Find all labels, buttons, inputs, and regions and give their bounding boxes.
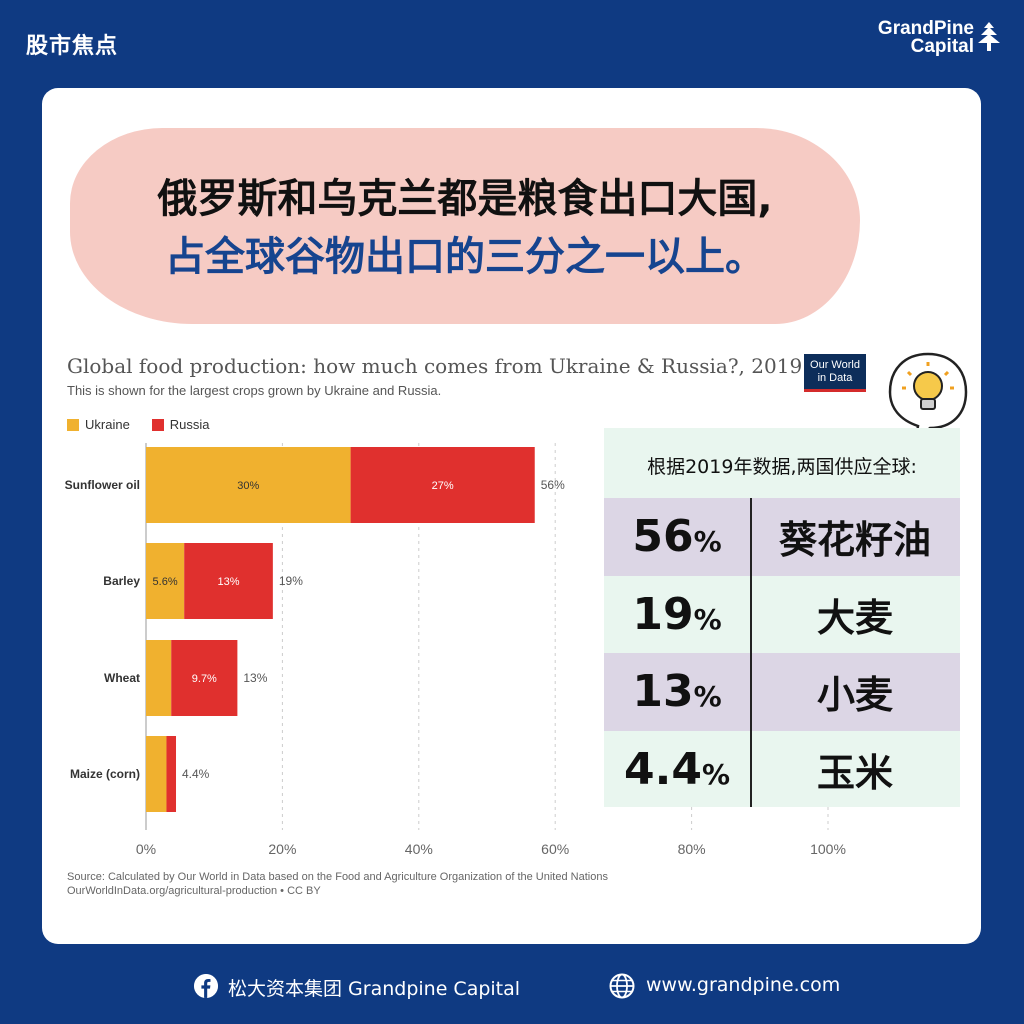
footer: 松大资本集团 Grandpine Capital www.grandpine.c… [0,962,1024,1010]
legend-swatch-russia [151,418,164,431]
bar-total-label: 56% [541,478,565,492]
x-tick-label: 0% [136,841,156,857]
bar-segment-russia [171,640,238,716]
chart-subtitle: This is shown for the largest crops grow… [67,383,442,398]
headline-line2: 占全球谷物出口的三分之一以上。 [165,234,765,280]
summary-crop: 小麦 [816,673,893,718]
summary-row: 56% 葵花籽油 [604,498,960,576]
facebook-link[interactable]: 松大资本集团 Grandpine Capital [228,978,521,1000]
chart-legend: Ukraine Russia [67,417,210,432]
source-line2: OurWorldInData.org/agricultural-producti… [67,885,321,897]
bar-value-label: 30% [237,480,259,492]
bar-total-label: 13% [243,671,267,685]
chart-title: Global food production: how much comes f… [67,354,803,378]
x-tick-label: 60% [541,841,569,857]
lightbulb-icon [888,352,968,442]
bar-value-label: 9.7% [192,673,217,685]
x-tick-label: 80% [678,841,706,857]
summary-panel: 根据2019年数据,两国供应全球: 56% 葵花籽油 19% 大麦 13% 小麦… [604,428,960,807]
pine-logo-icon [978,22,1000,51]
summary-value: 56% [632,511,722,563]
bar-segment-russia [350,447,535,523]
category-label: Barley [103,574,140,588]
bar-segment-ukraine [146,736,167,812]
website-link[interactable]: www.grandpine.com [646,974,841,996]
bar-segment-ukraine [146,640,172,716]
brand-logo: GrandPine Capital [877,18,1002,57]
legend-item-ukraine: Ukraine [67,417,130,432]
owid-badge: Our World in Data [804,354,866,392]
owid-badge-line2: in Data [817,372,853,384]
summary-value: 13% [632,666,722,718]
headline-bubble [70,128,860,324]
owid-badge-line1: Our World [810,359,860,371]
brand-line1: GrandPine [877,18,974,39]
summary-row: 19% 大麦 [604,576,960,654]
legend-swatch-ukraine [67,418,79,431]
summary-row: 13% 小麦 [604,653,960,731]
summary-crop: 大麦 [816,595,893,640]
category-label: Maize (corn) [70,767,140,781]
summary-divider [750,498,752,807]
globe-icon [609,973,635,999]
bar-value-label: 13% [218,576,240,588]
category-label: Sunflower oil [65,478,140,492]
bar-segment-ukraine [146,447,351,523]
summary-crop: 玉米 [816,750,893,795]
summary-value: 4.4% [623,743,730,795]
legend-label-ukraine: Ukraine [85,417,130,432]
bar-segment-russia [184,543,273,619]
bar-total-label: 19% [279,574,303,588]
summary-row: 4.4% 玉米 [604,731,960,809]
bar-segment-ukraine [146,543,185,619]
headline-line1: 俄罗斯和乌克兰都是粮食出口大国, [157,176,773,222]
facebook-icon[interactable] [194,974,218,998]
bar-segment-russia [166,736,177,812]
bar-total-label: 4.4% [182,767,210,781]
legend-label-russia: Russia [169,417,210,432]
headline: 俄罗斯和乌克兰都是粮食出口大国, 占全球谷物出口的三分之一以上。 [70,170,860,286]
legend-item-russia: Russia [151,417,210,432]
category-label: Wheat [104,671,140,685]
x-tick-label: 20% [268,841,296,857]
summary-rows: 56% 葵花籽油 19% 大麦 13% 小麦 4.4% 玉米 [604,498,960,808]
content-card: 俄罗斯和乌克兰都是粮食出口大国, 占全球谷物出口的三分之一以上。 Global … [42,88,981,944]
brand-line2: Capital [910,36,974,57]
bar-chart: 0% 20% 40% 60% 80% 100% Sunflower oil 30% 27% 56%… [65,443,846,857]
bar-value-label: 5.6% [153,576,178,588]
x-tick-label: 100% [810,841,846,857]
x-tick-label: 40% [405,841,433,857]
chart-source: Source: Calculated by Our World in Data … [67,870,608,898]
source-line1: Source: Calculated by Our World in Data … [67,871,608,883]
summary-crop: 葵花籽油 [778,518,931,563]
bar-value-label: 27% [432,480,454,492]
summary-heading: 根据2019年数据,两国供应全球: [647,456,917,478]
section-tag: 股市焦点 [26,34,119,59]
summary-value: 19% [632,588,722,640]
